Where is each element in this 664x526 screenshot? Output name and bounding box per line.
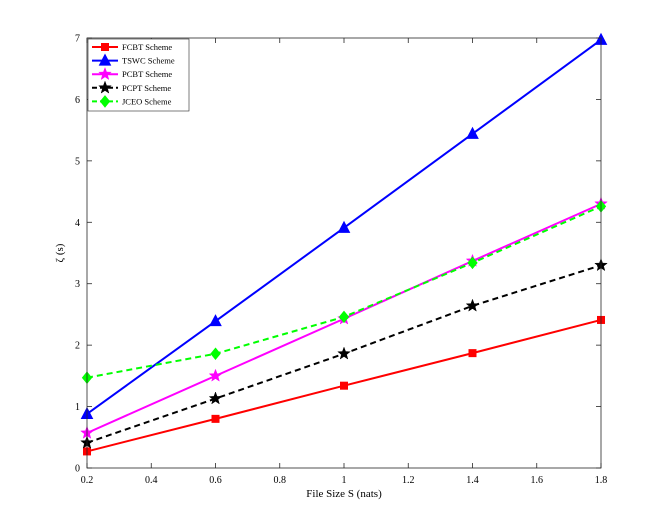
y-tick-label: 1: [75, 402, 80, 413]
legend-marker: [98, 53, 112, 66]
x-tick-label: 1: [342, 475, 347, 486]
y-tick-label: 5: [75, 156, 80, 167]
data-point-marker: [340, 381, 348, 390]
legend-label: TSWC Scheme: [122, 56, 175, 66]
data-point-marker: [465, 298, 480, 312]
legend-label: JCEO Scheme: [122, 96, 172, 106]
data-point-marker: [209, 314, 222, 327]
data-point-marker: [337, 220, 351, 233]
data-point-marker: [337, 346, 351, 360]
data-point-marker: [467, 256, 478, 270]
y-tick-label: 2: [75, 341, 80, 352]
legend-marker: [98, 66, 112, 81]
legend-marker: [99, 95, 111, 108]
x-tick-label: 1.2: [402, 475, 415, 486]
y-tick-label: 4: [75, 218, 80, 229]
y-tick-label: 7: [75, 34, 80, 45]
x-tick-label: 1.4: [466, 475, 479, 486]
data-point-marker: [208, 391, 223, 405]
legend-marker: [101, 43, 109, 51]
x-tick-label: 0.4: [145, 475, 158, 486]
legend-label: FCBT Scheme: [122, 42, 172, 52]
legend: FCBT Scheme TSWC Scheme PCBT Scheme PCPT Sc…: [87, 38, 190, 112]
x-tick-label: 1.6: [531, 475, 544, 486]
x-tick-label: 0.8: [274, 475, 287, 486]
y-tick-label: 0: [75, 464, 80, 475]
x-tick-label: 1.8: [595, 475, 608, 486]
data-point-marker: [210, 347, 221, 361]
legend-label: PCBT Scheme: [122, 69, 172, 79]
plot-frame: [86, 37, 602, 469]
data-point-marker: [338, 310, 350, 324]
legend-marker: [98, 80, 112, 94]
data-point-marker: [468, 349, 477, 358]
y-axis-label: ζ (s): [54, 243, 66, 262]
y-tick-label: 3: [75, 279, 80, 290]
data-point-marker: [211, 414, 220, 423]
legend-label: PCPT Scheme: [122, 83, 171, 93]
x-axis-label: File Size S (nats): [306, 488, 382, 500]
y-tick-label: 6: [75, 95, 80, 106]
x-tick-label: 0.2: [81, 475, 94, 486]
data-point-marker: [208, 368, 223, 382]
data-point-marker: [466, 126, 479, 139]
x-tick-label: 0.6: [209, 475, 222, 486]
